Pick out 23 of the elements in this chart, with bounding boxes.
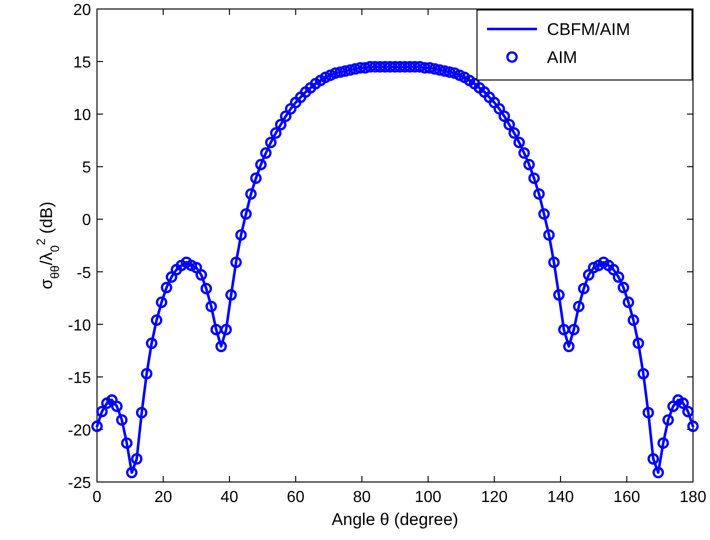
y-tick-label: -15 xyxy=(68,370,92,387)
x-tick-label: 120 xyxy=(480,489,508,506)
x-tick-label: 160 xyxy=(613,489,640,506)
y-tick-label: 0 xyxy=(82,212,92,230)
y-tick-label: -5 xyxy=(76,264,92,282)
x-tick-label: 60 xyxy=(286,489,305,506)
y-tick-label: 5 xyxy=(82,160,92,177)
y-tick-label: 20 xyxy=(73,2,92,19)
x-tick-label: 180 xyxy=(680,489,706,506)
legend-label: CBFM/AIM xyxy=(547,20,630,39)
y-tick-label: -20 xyxy=(68,422,92,440)
x-tick-label: 140 xyxy=(547,489,574,506)
x-tick-label: 20 xyxy=(154,489,172,506)
y-tick-label: 10 xyxy=(73,107,92,124)
x-tick-label: 40 xyxy=(220,489,238,506)
y-tick-label: -10 xyxy=(68,317,92,334)
y-tick-label: 15 xyxy=(73,54,92,72)
y-tick-label: -25 xyxy=(68,475,92,492)
x-axis-title: Angle θ (degree) xyxy=(332,510,458,529)
x-tick-label: 0 xyxy=(92,489,102,506)
x-tick-label: 80 xyxy=(352,489,371,506)
legend-label: AIM xyxy=(547,48,578,67)
x-tick-label: 100 xyxy=(414,489,442,506)
